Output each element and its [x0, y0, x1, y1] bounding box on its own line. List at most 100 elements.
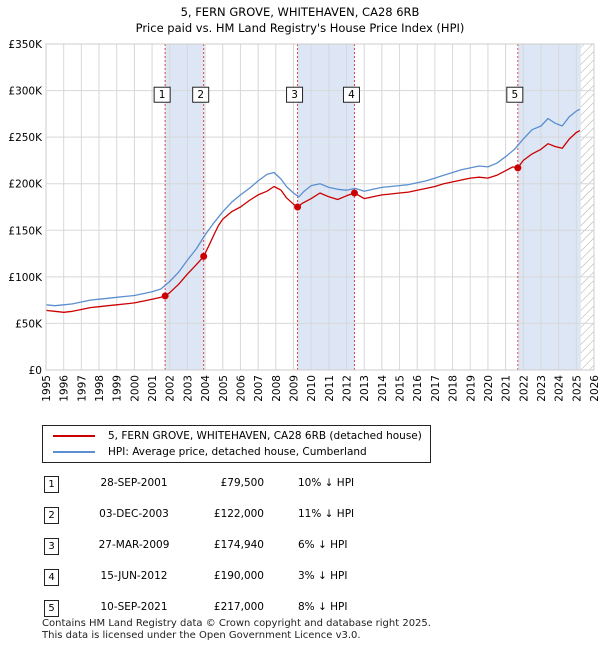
x-tick-label: 2006 — [235, 375, 247, 402]
x-tick-label: 2016 — [412, 375, 424, 402]
x-tick-label: 2022 — [518, 375, 530, 402]
x-tick-label: 1999 — [112, 375, 124, 402]
sale-marker-label: 1 — [159, 89, 166, 101]
x-tick-label: 2021 — [501, 375, 513, 402]
sale-point — [350, 189, 358, 197]
transaction-hpi-diff: 3% ↓ HPI — [298, 570, 348, 582]
y-tick-label: £150K — [8, 225, 43, 237]
x-tick-label: 1996 — [59, 375, 71, 402]
sale-point — [200, 252, 208, 260]
x-tick-label: 2025 — [571, 375, 583, 402]
chart-title: 5, FERN GROVE, WHITEHAVEN, CA28 6RB — [181, 5, 420, 19]
legend-label-property: 5, FERN GROVE, WHITEHAVEN, CA28 6RB (det… — [108, 430, 422, 442]
transaction-number: 3 — [44, 538, 59, 555]
table-row: 2 03-DEC-2003 £122,000 11% ↓ HPI — [42, 501, 442, 532]
property-price-line — [45, 130, 581, 313]
y-tick-label: £250K — [8, 132, 43, 144]
transaction-price: £122,000 — [213, 508, 264, 520]
transaction-price: £174,940 — [213, 539, 264, 551]
legend-label-hpi: HPI: Average price, detached house, Cumb… — [108, 446, 367, 458]
table-row: 3 27-MAR-2009 £174,940 6% ↓ HPI — [42, 532, 442, 563]
y-tick-label: £0 — [29, 365, 42, 377]
transaction-price: £79,500 — [220, 477, 264, 489]
x-tick-label: 1997 — [76, 375, 88, 402]
table-row: 1 28-SEP-2001 £79,500 10% ↓ HPI — [42, 470, 442, 501]
x-tick-label: 2000 — [129, 375, 141, 402]
transaction-number: 1 — [44, 476, 59, 493]
transaction-date: 10-SEP-2021 — [100, 601, 168, 613]
transaction-number: 2 — [44, 507, 59, 524]
sale-marker-box — [153, 86, 171, 103]
x-tick-label: 2011 — [324, 375, 336, 402]
x-tick-label: 2019 — [465, 375, 477, 402]
x-tick-label: 2013 — [359, 375, 371, 402]
legend-swatch-hpi — [53, 451, 95, 453]
legend-item-hpi: HPI: Average price, detached house, Cumb… — [53, 445, 367, 459]
transaction-date: 27-MAR-2009 — [98, 539, 170, 551]
x-tick-label: 2005 — [218, 375, 230, 402]
x-tick-label: 2020 — [483, 375, 495, 402]
transaction-hpi-diff: 10% ↓ HPI — [298, 477, 355, 489]
sale-marker-label: 5 — [511, 89, 518, 101]
x-tick-label: 2017 — [430, 375, 442, 402]
table-row: 4 15-JUN-2012 £190,000 3% ↓ HPI — [42, 563, 442, 594]
plot-border — [45, 43, 595, 371]
sale-marker-box — [286, 86, 304, 103]
chart-legend: 5, FERN GROVE, WHITEHAVEN, CA28 6RB (det… — [42, 425, 431, 463]
footer-licence: This data is licensed under the Open Gov… — [42, 630, 361, 641]
legend-item-property: 5, FERN GROVE, WHITEHAVEN, CA28 6RB (det… — [53, 429, 422, 443]
x-tick-label: 1995 — [41, 375, 53, 402]
x-tick-label: 2002 — [165, 375, 177, 402]
x-tick-label: 2007 — [253, 375, 265, 402]
x-tick-label: 2023 — [536, 375, 548, 402]
x-tick-label: 2008 — [271, 375, 283, 402]
y-tick-label: £200K — [8, 179, 43, 191]
x-tick-label: 2009 — [288, 375, 300, 402]
legend-swatch-property — [53, 435, 95, 437]
y-tick-label: £100K — [8, 272, 43, 284]
future-hatch-region — [580, 44, 594, 370]
x-tick-label: 1998 — [94, 375, 106, 402]
sale-marker-box — [342, 86, 360, 103]
footer: Contains HM Land Registry data © Crown c… — [42, 618, 431, 642]
sale-point — [294, 203, 302, 211]
x-tick-label: 2001 — [147, 375, 159, 402]
transaction-price: £190,000 — [213, 570, 264, 582]
sale-marker-label: 3 — [291, 89, 298, 101]
sale-marker-box — [192, 86, 210, 103]
x-tick-label: 2010 — [306, 375, 318, 402]
transaction-hpi-diff: 6% ↓ HPI — [298, 539, 348, 551]
transaction-date: 03-DEC-2003 — [99, 508, 169, 520]
transactions-table: 1 28-SEP-2001 £79,500 10% ↓ HPI 2 03-DEC… — [42, 470, 442, 625]
x-tick-label: 2026 — [589, 375, 600, 402]
x-tick-label: 2015 — [395, 375, 407, 402]
transaction-hpi-diff: 11% ↓ HPI — [298, 508, 355, 520]
y-tick-label: £350K — [8, 39, 43, 51]
x-tick-label: 2014 — [377, 375, 389, 402]
table-row: 5 10-SEP-2021 £217,000 8% ↓ HPI — [42, 594, 442, 625]
footer-copyright: Contains HM Land Registry data © Crown c… — [42, 618, 431, 629]
sale-marker-box — [506, 86, 524, 103]
x-tick-label: 2012 — [342, 375, 354, 402]
transaction-price: £217,000 — [213, 601, 264, 613]
sale-marker-label: 2 — [197, 89, 204, 101]
x-tick-label: 2024 — [554, 375, 566, 402]
hpi-line — [45, 108, 581, 307]
transaction-hpi-diff: 8% ↓ HPI — [298, 601, 348, 613]
ownership-period-shade — [517, 44, 581, 370]
chart-subtitle: Price paid vs. HM Land Registry's House … — [136, 21, 465, 35]
y-tick-label: £300K — [8, 86, 43, 98]
x-tick-label: 2004 — [200, 375, 212, 402]
sale-point — [514, 164, 522, 172]
sale-marker-label: 4 — [348, 89, 355, 101]
price-chart: 5, FERN GROVE, WHITEHAVEN, CA28 6RB Pric… — [8, 5, 600, 402]
transaction-date: 15-JUN-2012 — [100, 570, 168, 582]
x-tick-label: 2018 — [448, 375, 460, 402]
transaction-number: 5 — [44, 600, 59, 617]
transaction-number: 4 — [44, 569, 59, 586]
x-tick-label: 2003 — [182, 375, 194, 402]
y-tick-label: £50K — [15, 318, 43, 330]
transaction-date: 28-SEP-2001 — [100, 477, 168, 489]
plot-area: £0 £50K £100K £150K £200K £250K £300K £350K 1995… — [8, 39, 600, 402]
sale-point — [161, 292, 169, 300]
